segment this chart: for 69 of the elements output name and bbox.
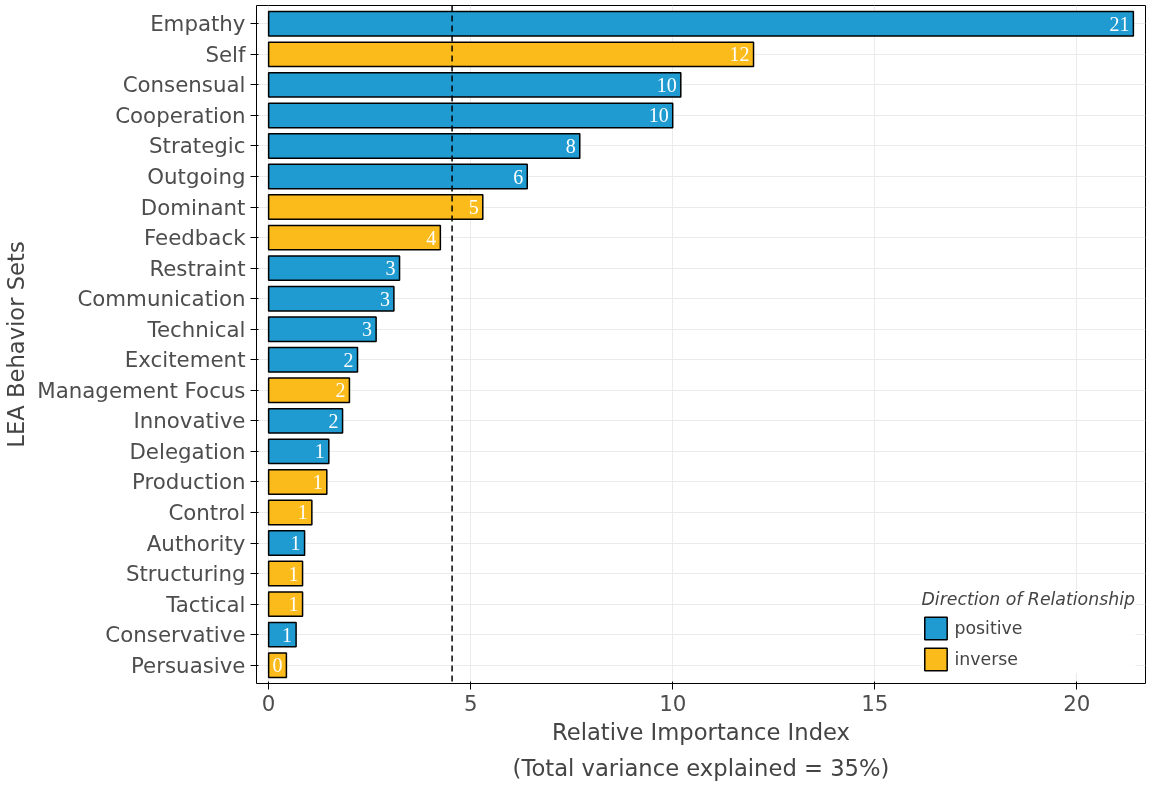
data-label: 1 [288, 562, 299, 585]
data-label: 1 [290, 532, 301, 555]
data-label: 8 [565, 134, 576, 157]
data-label: 1 [282, 623, 293, 646]
bar [267, 499, 313, 526]
y-tick-label: Feedback [143, 225, 247, 251]
y-axis-title: LEA Behavior Sets [3, 241, 30, 448]
data-label: 1 [288, 593, 299, 616]
y-tick-label: Tactical [165, 591, 246, 617]
bar [267, 591, 304, 618]
y-tick-label: Cooperation [115, 102, 246, 128]
y-tick-label: Persuasive [131, 652, 246, 678]
bar [267, 621, 297, 648]
x-tick-label: 20 [1063, 690, 1091, 716]
y-tick-label: Innovative [133, 408, 246, 434]
data-label: 3 [379, 287, 390, 310]
y-tick-label: Communication [77, 286, 246, 312]
bar [267, 316, 377, 343]
y-tick-label: Empathy [150, 11, 246, 37]
y-tick-label: Consensual [122, 72, 246, 98]
data-label: 1 [314, 440, 325, 463]
y-tick-label: Dominant [140, 194, 246, 220]
data-label: 12 [729, 43, 750, 66]
y-tick-label: Outgoing [147, 164, 246, 190]
data-label: 4 [426, 226, 437, 249]
y-tick-label: Management Focus [37, 377, 246, 403]
bar [267, 438, 330, 465]
legend-label: inverse [954, 649, 1018, 669]
y-tick-label: Conservative [105, 622, 246, 648]
bar [267, 560, 304, 587]
bar [267, 407, 344, 434]
x-tick-label: 5 [463, 690, 478, 716]
data-label: 1 [312, 470, 323, 493]
bar [267, 224, 442, 251]
y-tick-label: Strategic [149, 133, 246, 159]
data-label: 2 [343, 348, 354, 371]
bar [267, 468, 328, 495]
y-tick-label: Control [168, 499, 246, 525]
data-label: 2 [335, 379, 346, 402]
data-label: 3 [362, 318, 373, 341]
data-label: 6 [513, 165, 524, 188]
legend-title: Direction of Relationship [921, 589, 1135, 609]
bar [267, 255, 401, 282]
data-label: 1 [297, 501, 308, 524]
y-tick-label: Self [205, 41, 246, 67]
x-tick-label: 15 [861, 690, 889, 716]
data-label: 10 [656, 73, 677, 96]
y-tick-label: Structuring [125, 561, 246, 587]
y-tick-label: Technical [146, 316, 246, 342]
data-label: 3 [385, 257, 396, 280]
y-tick-label: Production [132, 469, 246, 495]
y-tick-label: Restraint [149, 255, 246, 281]
bar [267, 285, 395, 312]
y-tick-label: Excitement [124, 347, 246, 373]
data-label: 2 [328, 409, 339, 432]
bar [267, 530, 306, 556]
bar [267, 377, 351, 404]
data-label: 0 [272, 654, 283, 677]
legend-label: positive [954, 618, 1023, 638]
y-tick-label: Delegation [129, 438, 246, 464]
data-label: 21 [1109, 12, 1130, 35]
bar [267, 346, 359, 373]
x-tick-label: 0 [261, 690, 276, 716]
x-axis-title: Relative Importance Index [552, 718, 850, 745]
y-tick-label: Authority [146, 530, 246, 556]
x-tick-label: 10 [659, 690, 687, 716]
text: (Total variance explained = 35%) [512, 754, 890, 781]
data-label: 5 [468, 196, 479, 219]
data-label: 10 [648, 104, 669, 127]
